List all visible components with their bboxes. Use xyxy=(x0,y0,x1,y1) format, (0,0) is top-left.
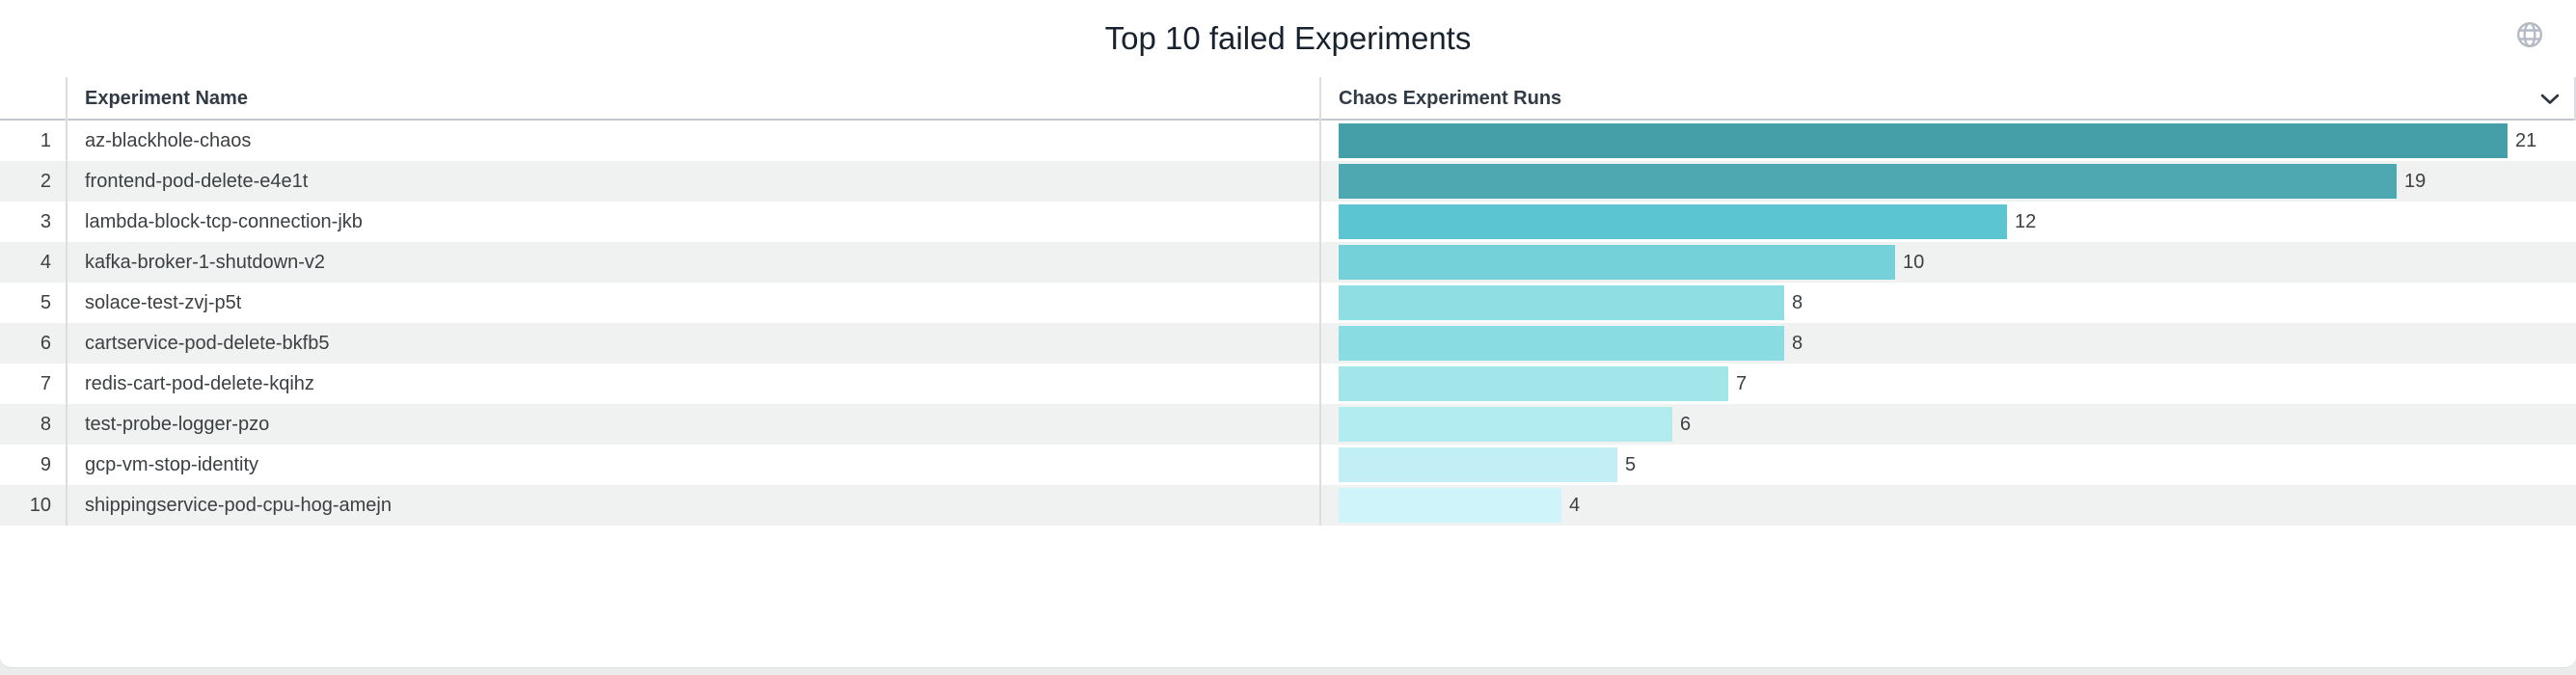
chevron-down-icon[interactable] xyxy=(2540,94,2560,105)
row-rank: 10 xyxy=(0,485,68,526)
row-bar xyxy=(1339,488,1561,523)
header-chaos-experiment-runs[interactable]: Chaos Experiment Runs xyxy=(1321,77,2576,121)
row-value-label: 8 xyxy=(1792,332,1803,354)
row-value-label: 21 xyxy=(2515,129,2537,151)
row-rank: 6 xyxy=(0,323,68,364)
table-header-row: Experiment Name Chaos Experiment Runs xyxy=(0,77,2576,121)
page-title: Top 10 failed Experiments xyxy=(1104,20,1472,56)
header-runs-label: Chaos Experiment Runs xyxy=(1339,88,1562,109)
row-bar xyxy=(1339,407,1672,442)
table-row: 6 cartservice-pod-delete-bkfb5 8 xyxy=(0,323,2576,364)
row-experiment-name: cartservice-pod-delete-bkfb5 xyxy=(68,323,1321,364)
row-rank: 8 xyxy=(0,404,68,445)
table-row: 3 lambda-block-tcp-connection-jkb 12 xyxy=(0,202,2576,242)
table-row: 9 gcp-vm-stop-identity 5 xyxy=(0,445,2576,485)
table-row: 7 redis-cart-pod-delete-kqihz 7 xyxy=(0,364,2576,404)
row-value-label: 6 xyxy=(1680,413,1692,435)
row-bar xyxy=(1339,285,1784,320)
row-bar-cell: 10 xyxy=(1321,242,2576,283)
row-bar xyxy=(1339,447,1617,482)
row-bar xyxy=(1339,366,1728,401)
row-bar-cell: 8 xyxy=(1321,283,2576,323)
globe-icon xyxy=(2516,21,2543,48)
row-experiment-name: test-probe-logger-pzo xyxy=(68,404,1321,445)
row-experiment-name: solace-test-zvj-p5t xyxy=(68,283,1321,323)
table-row: 10 shippingservice-pod-cpu-hog-amejn 4 xyxy=(0,485,2576,526)
top10-table: Experiment Name Chaos Experiment Runs 1 … xyxy=(0,77,2576,526)
table-row: 2 frontend-pod-delete-e4e1t 19 xyxy=(0,161,2576,202)
row-bar-cell: 19 xyxy=(1321,161,2576,202)
row-rank: 1 xyxy=(0,121,68,161)
row-bar-cell: 6 xyxy=(1321,404,2576,445)
row-bar xyxy=(1339,164,2397,199)
row-experiment-name: az-blackhole-chaos xyxy=(68,121,1321,161)
row-value-label: 19 xyxy=(2404,170,2427,192)
row-value-label: 12 xyxy=(2015,210,2037,232)
row-value-label: 8 xyxy=(1792,291,1803,313)
table-body: 1 az-blackhole-chaos 21 2 frontend-pod-d… xyxy=(0,121,2576,526)
row-bar-cell: 4 xyxy=(1321,485,2576,526)
row-experiment-name: gcp-vm-stop-identity xyxy=(68,445,1321,485)
row-experiment-name: frontend-pod-delete-e4e1t xyxy=(68,161,1321,202)
table-row: 8 test-probe-logger-pzo 6 xyxy=(0,404,2576,445)
row-rank: 9 xyxy=(0,445,68,485)
row-rank: 7 xyxy=(0,364,68,404)
row-experiment-name: shippingservice-pod-cpu-hog-amejn xyxy=(68,485,1321,526)
row-value-label: 7 xyxy=(1736,372,1748,394)
header-experiment-name[interactable]: Experiment Name xyxy=(68,77,1321,121)
row-bar-cell: 12 xyxy=(1321,202,2576,242)
row-bar-cell: 21 xyxy=(1321,121,2576,161)
row-value-label: 4 xyxy=(1569,494,1581,516)
row-bar-cell: 8 xyxy=(1321,323,2576,364)
row-bar xyxy=(1339,245,1895,280)
row-bar-cell: 5 xyxy=(1321,445,2576,485)
table-row: 4 kafka-broker-1-shutdown-v2 10 xyxy=(0,242,2576,283)
row-experiment-name: lambda-block-tcp-connection-jkb xyxy=(68,202,1321,242)
row-rank: 5 xyxy=(0,283,68,323)
row-rank: 4 xyxy=(0,242,68,283)
row-rank: 3 xyxy=(0,202,68,242)
row-rank: 2 xyxy=(0,161,68,202)
row-experiment-name: redis-cart-pod-delete-kqihz xyxy=(68,364,1321,404)
table-row: 5 solace-test-zvj-p5t 8 xyxy=(0,283,2576,323)
row-value-label: 10 xyxy=(1903,251,1925,273)
row-bar-cell: 7 xyxy=(1321,364,2576,404)
table-row: 1 az-blackhole-chaos 21 xyxy=(0,121,2576,161)
row-bar xyxy=(1339,123,2508,158)
row-value-label: 5 xyxy=(1625,453,1637,475)
row-experiment-name: kafka-broker-1-shutdown-v2 xyxy=(68,242,1321,283)
header-rank-column xyxy=(0,77,68,121)
row-bar xyxy=(1339,326,1784,361)
row-bar xyxy=(1339,204,2007,239)
